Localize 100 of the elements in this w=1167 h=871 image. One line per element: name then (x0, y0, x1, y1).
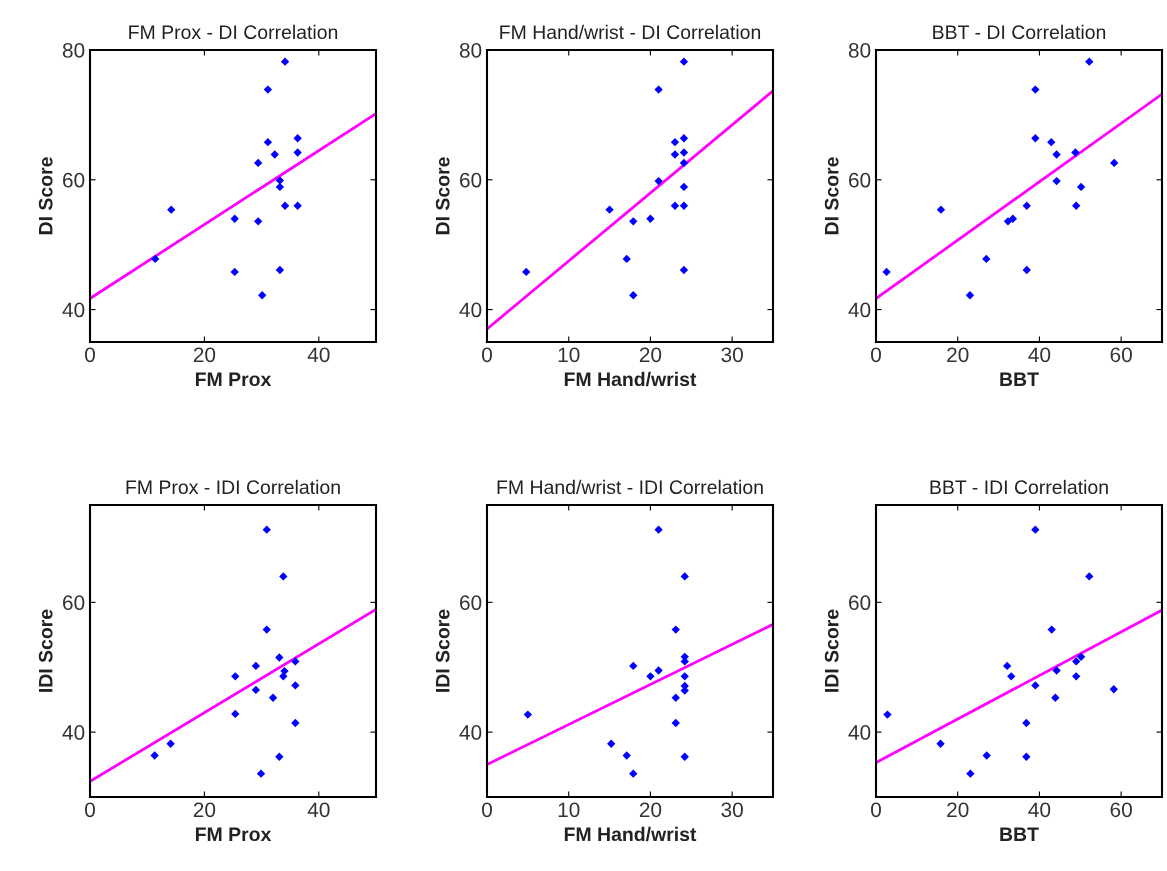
y-tick-label: 60 (460, 595, 482, 611)
x-tick-label: 0 (85, 347, 95, 363)
x-tick-label: 20 (193, 347, 216, 363)
x-tick-label: 20 (947, 347, 969, 363)
x-axis-title: FM Hand/wrist (564, 371, 697, 387)
x-tick-label: 0 (482, 802, 492, 818)
y-tick-label: 80 (62, 43, 85, 58)
point (1031, 85, 1040, 94)
point (882, 267, 891, 277)
point (1007, 672, 1016, 681)
point (680, 752, 689, 761)
point (646, 214, 655, 223)
point (1052, 666, 1061, 675)
point (1022, 752, 1031, 761)
point (607, 739, 616, 748)
point (670, 137, 680, 147)
chart-title: FM Hand/wrist - IDI Correlation (497, 479, 763, 495)
point (258, 291, 267, 300)
x-axis-title: BBT (1000, 372, 1039, 386)
y-tick-label: 80 (848, 43, 871, 58)
y-tick-label: 40 (848, 302, 871, 318)
x-tick-label: 20 (639, 347, 662, 363)
y-axis-title: DI Score (38, 157, 53, 235)
point (1072, 672, 1081, 681)
x-tick-label: 40 (307, 802, 330, 818)
point (679, 148, 689, 157)
point (1085, 572, 1094, 581)
point (275, 265, 285, 275)
point (629, 217, 638, 226)
x-axis-title: FM Prox (195, 372, 272, 387)
point (1022, 718, 1031, 728)
x-tick-label: 60 (1110, 347, 1132, 363)
y-tick-label: 60 (460, 172, 482, 188)
y-axis-title: IDI Score (824, 609, 839, 692)
point (151, 254, 160, 264)
point (293, 148, 302, 157)
point (254, 217, 263, 226)
point (622, 751, 631, 760)
point (646, 672, 655, 681)
y-tick-label: 40 (459, 725, 482, 740)
point (262, 625, 271, 634)
point (279, 572, 288, 581)
point (679, 201, 689, 210)
point (679, 57, 689, 66)
point (936, 205, 946, 214)
point (291, 718, 300, 728)
point (1052, 150, 1061, 159)
chart-title: BBT - DI Correlation (933, 24, 1106, 40)
y-tick-label: 40 (848, 725, 871, 740)
point (654, 525, 663, 534)
point (622, 254, 631, 264)
point (262, 525, 271, 534)
x-tick-label: 20 (193, 802, 216, 818)
point (230, 214, 239, 223)
x-tick-label: 0 (85, 802, 95, 818)
y-tick-label: 60 (849, 595, 871, 611)
chart-title: FM Prox - IDI Correlation (126, 479, 340, 495)
x-tick-label: 10 (558, 802, 580, 818)
point (654, 666, 663, 675)
point (982, 751, 991, 760)
point (966, 769, 975, 778)
point (1002, 661, 1012, 671)
point (1072, 201, 1081, 210)
point (680, 572, 689, 581)
point (671, 718, 680, 728)
point (1047, 625, 1056, 634)
point (883, 710, 892, 719)
point (1022, 201, 1031, 210)
y-tick-label: 80 (459, 43, 482, 58)
point (230, 267, 239, 277)
point (982, 254, 991, 264)
chart-title: FM Prox - DI Correlation (129, 24, 338, 40)
point (679, 265, 689, 275)
point (1031, 681, 1040, 690)
point (1076, 652, 1086, 662)
point (1051, 693, 1060, 702)
y-axis-title: IDI Score (38, 609, 53, 692)
point (280, 201, 290, 210)
point (679, 158, 689, 168)
y-tick-label: 60 (63, 595, 85, 611)
y-tick-label: 40 (62, 302, 85, 318)
point (671, 693, 680, 702)
point (166, 739, 175, 748)
x-tick-label: 20 (947, 802, 969, 818)
point (670, 150, 680, 159)
point (280, 57, 290, 66)
y-tick-label: 60 (849, 172, 871, 188)
y-axis-title: DI Score (824, 157, 839, 235)
point (1071, 148, 1080, 157)
point (965, 291, 975, 300)
chart-title: FM Hand/wrist - DI Correlation (500, 24, 761, 40)
point (670, 201, 680, 210)
chart-title: BBT - IDI Correlation (930, 479, 1108, 495)
point (1110, 158, 1119, 168)
point (629, 661, 638, 671)
x-tick-label: 40 (1028, 802, 1051, 818)
point (629, 291, 638, 300)
point (1047, 137, 1056, 147)
point (275, 653, 284, 662)
point (275, 752, 284, 761)
